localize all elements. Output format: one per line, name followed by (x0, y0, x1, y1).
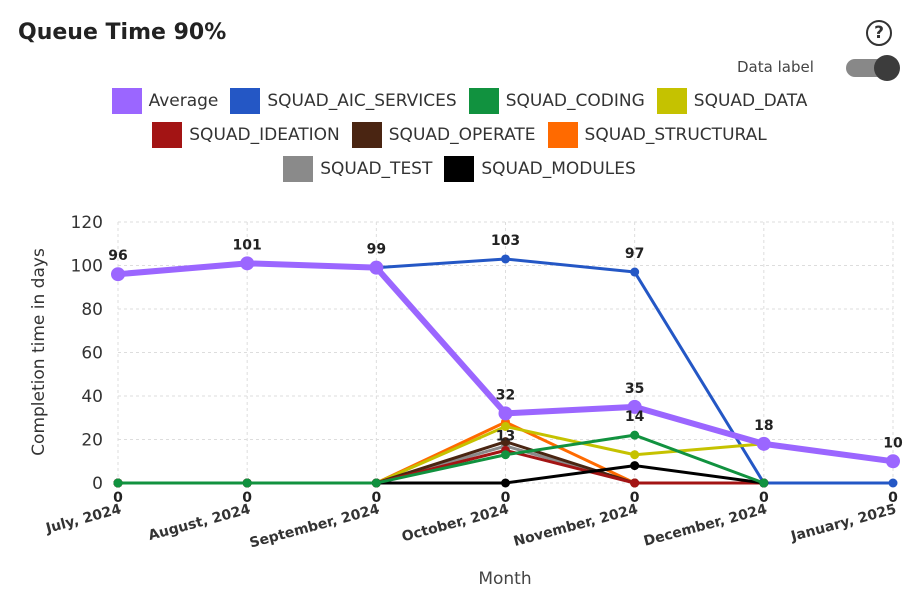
data-label: 18 (754, 418, 773, 434)
legend-swatch (283, 156, 314, 182)
legend-label: SQUAD_MODULES (481, 159, 636, 179)
data-point (240, 256, 255, 271)
data-point (759, 478, 769, 488)
data-label: 96 (108, 248, 127, 264)
legend-swatch (468, 88, 499, 114)
legend-item[interactable]: SQUAD_MODULES (444, 156, 636, 182)
data-point (501, 450, 510, 460)
x-tick-label: September, 2024 (248, 501, 382, 551)
data-point (630, 461, 640, 471)
y-tick-label: 60 (81, 344, 103, 364)
data-label: 101 (233, 237, 262, 253)
legend-item[interactable]: SQUAD_CODING (468, 88, 645, 114)
data-label-text: Data label (737, 58, 814, 76)
x-axis-title: Month (478, 569, 531, 589)
legend-item[interactable]: Average (111, 88, 219, 114)
legend-item[interactable]: SQUAD_DATA (656, 88, 808, 114)
data-point (756, 436, 771, 451)
data-point (242, 478, 252, 488)
data-point (627, 399, 642, 414)
chart-title: Queue Time 90% (18, 20, 227, 45)
data-label: 97 (625, 246, 644, 262)
legend-swatch (152, 122, 183, 148)
y-tick-label: 40 (81, 387, 103, 407)
legend-label: SQUAD_TEST (320, 159, 433, 179)
x-tick-label: November, 2024 (512, 501, 640, 550)
y-tick-label: 80 (81, 300, 103, 320)
data-label: 35 (625, 381, 644, 397)
y-tick-label: 0 (92, 474, 103, 494)
data-label: 0 (501, 490, 511, 506)
legend-label: SQUAD_STRUCTURAL (584, 125, 767, 145)
x-tick-label: August, 2024 (147, 501, 253, 544)
data-point (111, 267, 125, 282)
legend-swatch (111, 88, 142, 114)
data-point (630, 267, 640, 277)
legend-label: SQUAD_IDEATION (189, 125, 340, 145)
series-line-squad_coding (118, 433, 765, 485)
data-point (630, 450, 640, 460)
data-point (371, 478, 381, 488)
y-tick-label: 100 (71, 257, 103, 277)
data-point (501, 254, 510, 264)
data-label: 32 (496, 387, 515, 403)
legend-label: SQUAD_CODING (505, 91, 645, 111)
data-label: 0 (630, 490, 640, 506)
legend-label: Average (148, 91, 219, 111)
data-label: 0 (759, 490, 769, 506)
data-label: 0 (371, 490, 381, 506)
data-label: 13 (496, 429, 515, 445)
data-label: 0 (888, 490, 898, 506)
data-point (113, 478, 123, 488)
data-point (501, 478, 510, 488)
legend-item[interactable]: SQUAD_AIC_SERVICES (230, 88, 457, 114)
data-point (501, 437, 510, 447)
x-tick-label: December, 2024 (642, 501, 769, 549)
legend-swatch (656, 88, 687, 114)
x-tick-label: July, 2024 (43, 501, 123, 537)
data-label: 14 (625, 409, 645, 425)
legend-label: SQUAD_DATA (693, 91, 808, 111)
data-label-toggle[interactable] (846, 55, 902, 81)
legend-swatch (547, 122, 578, 148)
legend-swatch (351, 122, 382, 148)
data-label: 99 (367, 242, 386, 258)
data-point (369, 260, 384, 275)
data-label: 10 (883, 435, 903, 451)
legend-label: SQUAD_AIC_SERVICES (267, 91, 457, 111)
legend-swatch (230, 88, 261, 114)
series-line-squad_data (118, 424, 764, 485)
data-label: 0 (113, 490, 123, 506)
x-tick-label: October, 2024 (400, 501, 511, 545)
legend-swatch (444, 156, 475, 182)
data-point (630, 430, 640, 440)
y-axis-title: Completion time in days (29, 248, 49, 456)
legend-item[interactable]: SQUAD_STRUCTURAL (547, 122, 767, 148)
data-point (498, 406, 513, 421)
legend-item[interactable]: SQUAD_TEST (283, 156, 432, 182)
question-circle-icon[interactable]: ? (866, 20, 892, 46)
data-point (888, 478, 898, 488)
legend-label: SQUAD_OPERATE (388, 125, 536, 145)
data-label: 103 (491, 233, 520, 249)
legend-item[interactable]: SQUAD_OPERATE (351, 122, 536, 148)
data-point (886, 454, 900, 469)
data-label: 0 (242, 490, 252, 506)
y-tick-label: 20 (81, 431, 103, 451)
data-point (501, 421, 510, 431)
legend-item[interactable]: SQUAD_IDEATION (152, 122, 340, 148)
data-point (630, 478, 640, 488)
x-tick-label: January, 2025 (788, 501, 898, 545)
y-tick-label: 120 (71, 213, 103, 233)
